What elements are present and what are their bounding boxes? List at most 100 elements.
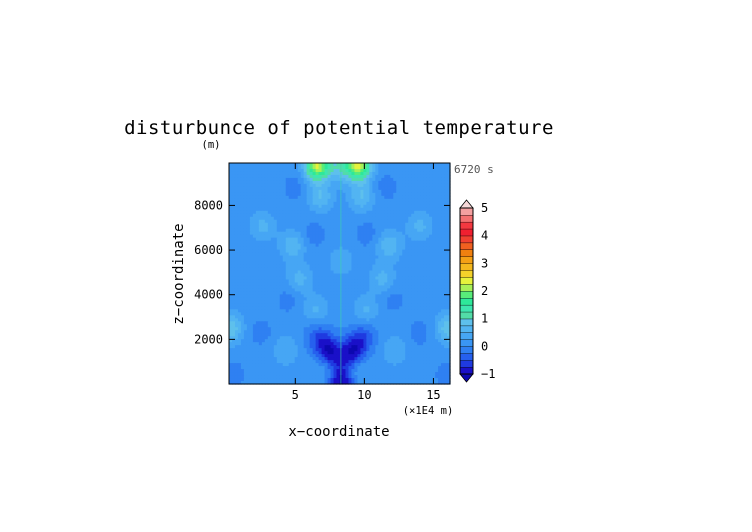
field-cell [393,177,397,182]
field-cell [354,168,359,173]
field-cell [229,165,233,170]
field-cell [303,198,308,203]
field-cell [246,264,251,269]
field-cell [264,240,269,245]
field-cell [348,294,353,298]
field-cell [231,321,236,325]
field-cell [369,276,373,281]
field-cell [390,348,394,352]
field-cell [420,279,424,284]
field-cell [246,300,251,304]
field-cell [336,168,341,173]
field-cell [360,165,364,170]
field-cell [234,282,239,287]
field-cell [348,165,353,170]
field-cell [252,291,257,296]
field-cell [441,282,445,287]
field-cell [264,252,269,257]
field-cell [345,297,350,301]
field-cell [417,270,421,275]
field-cell [426,255,430,260]
field-cell [354,306,359,310]
field-cell [330,309,335,313]
field-cell [237,303,242,307]
field-cell [279,234,284,239]
field-cell [348,309,353,313]
field-cell [402,300,406,304]
field-cell [321,163,326,167]
field-cell [330,348,335,352]
field-cell [237,264,242,269]
field-cell [300,216,305,221]
field-cell [354,225,359,230]
field-cell [324,357,329,361]
field-cell [300,327,305,331]
field-cell [312,318,317,322]
field-cell [300,270,305,275]
field-cell [402,303,406,307]
field-cell [330,189,335,194]
field-cell [387,180,391,185]
field-cell [288,186,293,191]
field-cell [276,168,281,173]
field-cell [318,168,323,173]
field-cell [390,189,394,194]
field-cell [303,291,308,296]
field-cell [330,297,335,301]
field-cell [321,231,326,236]
field-cell [438,177,442,182]
field-cell [399,261,403,266]
field-cell [393,285,397,290]
field-cell [342,195,347,200]
field-cell [285,243,290,248]
field-cell [435,225,439,230]
field-cell [255,330,260,334]
field-cell [309,234,314,239]
field-cell [408,177,412,182]
field-cell [291,339,296,343]
field-cell [438,168,442,173]
field-cell [351,243,356,248]
field-cell [342,324,347,328]
field-cell [351,318,356,322]
field-cell [390,342,394,346]
field-cell [432,279,436,284]
field-cell [432,285,436,290]
field-cell [372,174,376,179]
field-cell [390,333,394,337]
field-cell [321,225,326,230]
field-cell [315,252,320,257]
field-cell [231,330,236,334]
field-cell [444,291,448,296]
field-cell [255,297,260,301]
field-cell [249,210,254,215]
field-cell [429,270,433,275]
field-cell [234,285,239,290]
field-cell [229,315,233,319]
field-cell [234,318,239,322]
field-cell [294,357,299,361]
field-cell [258,273,263,278]
field-cell [261,186,266,191]
field-cell [246,288,251,293]
field-cell [408,318,412,322]
field-cell [231,348,236,352]
field-cell [372,201,376,206]
field-cell [264,246,269,251]
field-cell [261,327,266,331]
field-cell [321,171,326,176]
field-cell [351,189,356,194]
field-cell [237,252,242,257]
field-cell [417,189,421,194]
field-cell [435,312,439,316]
field-cell [408,192,412,197]
field-cell [390,315,394,319]
field-cell [282,186,287,191]
field-cell [285,342,290,346]
field-cell [273,264,278,269]
field-cell [399,270,403,275]
field-cell [363,333,367,337]
field-cell [234,210,239,215]
field-cell [372,186,376,191]
field-cell [330,258,335,263]
